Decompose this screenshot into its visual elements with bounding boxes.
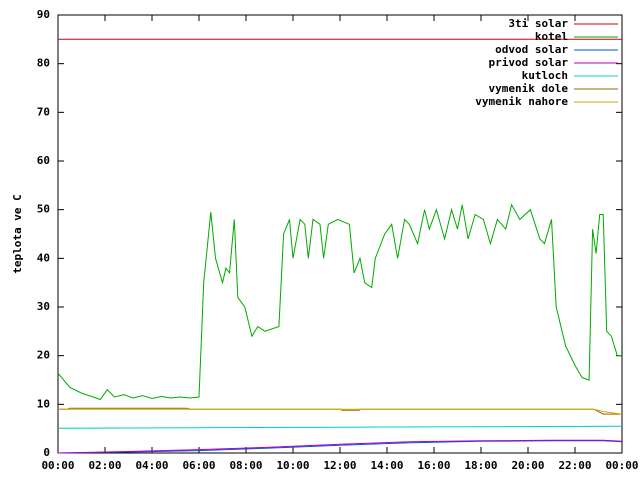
- series-line: [58, 408, 623, 415]
- legend-label: kotel: [535, 30, 568, 43]
- y-tick-label: 50: [37, 203, 50, 216]
- series-line: [57, 425, 623, 429]
- y-tick-label: 20: [37, 349, 50, 362]
- y-tick-label: 70: [37, 105, 50, 118]
- x-tick-label: 18:00: [464, 459, 497, 472]
- y-tick-label: 40: [37, 251, 50, 264]
- x-tick-label: 00:00: [41, 459, 74, 472]
- legend-label: vymenik dole: [489, 82, 569, 95]
- y-tick-label: 60: [37, 154, 50, 167]
- series-line: [57, 203, 622, 401]
- y-tick-label: 30: [37, 300, 50, 313]
- y-tick-label: 10: [37, 397, 50, 410]
- x-tick-label: 00:00: [605, 459, 638, 472]
- y-tick-label: 90: [37, 8, 50, 21]
- y-tick-label: 0: [43, 446, 50, 459]
- legend-label: 3ti solar: [508, 17, 568, 30]
- x-tick-label: 12:00: [323, 459, 356, 472]
- x-tick-label: 10:00: [276, 459, 309, 472]
- legend-label: vymenik nahore: [475, 95, 568, 108]
- x-tick-label: 04:00: [135, 459, 168, 472]
- x-tick-label: 16:00: [417, 459, 450, 472]
- x-tick-label: 02:00: [88, 459, 121, 472]
- legend-label: odvod solar: [495, 43, 568, 56]
- x-tick-label: 22:00: [558, 459, 591, 472]
- x-tick-label: 20:00: [511, 459, 544, 472]
- legend-label: kutloch: [522, 69, 568, 82]
- y-axis-label: teplota ve C: [11, 194, 24, 273]
- series-line: [57, 439, 623, 454]
- x-tick-label: 08:00: [229, 459, 262, 472]
- x-tick-label: 06:00: [182, 459, 215, 472]
- x-tick-label: 14:00: [370, 459, 403, 472]
- y-tick-label: 80: [37, 57, 50, 70]
- legend-label: privod solar: [489, 56, 569, 69]
